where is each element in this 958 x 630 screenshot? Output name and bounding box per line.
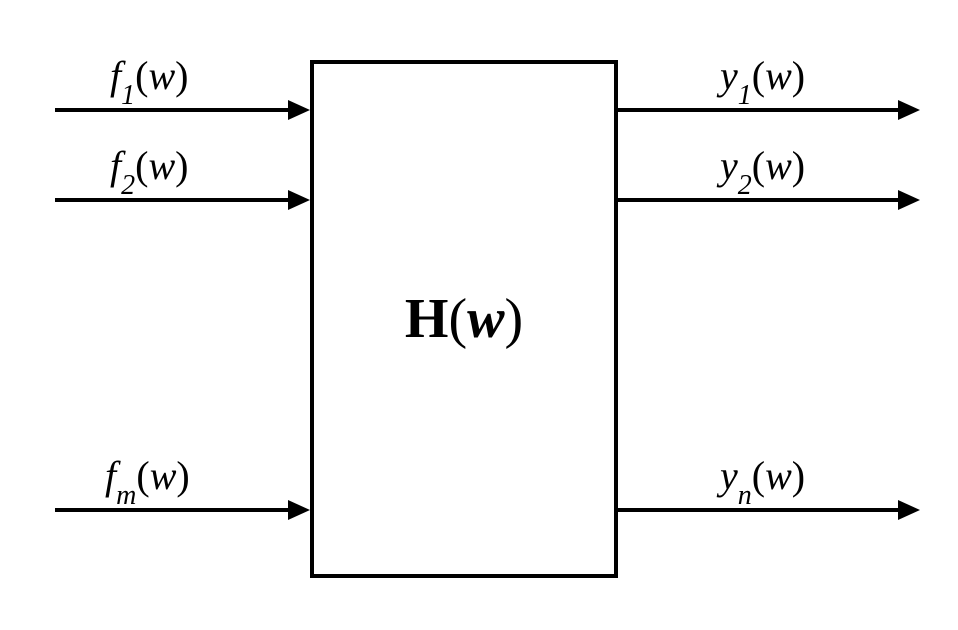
output-arrow-n	[0, 0, 958, 630]
system-block-diagram: H(w) f1(w) f2(w) fm(w) y1(w) y2(w)	[0, 0, 958, 630]
